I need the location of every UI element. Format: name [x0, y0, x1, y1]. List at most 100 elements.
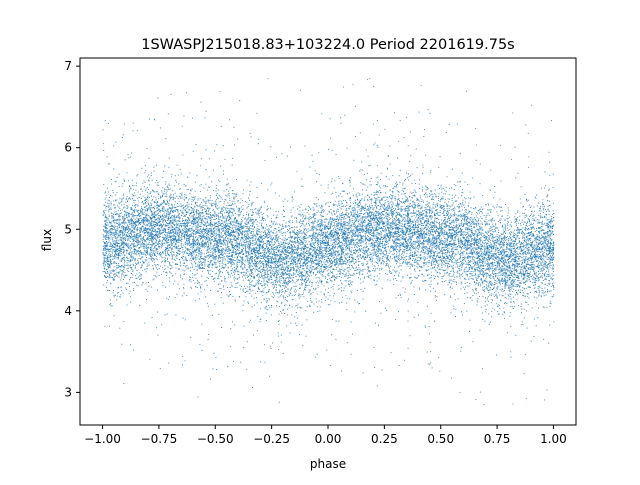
data-point — [156, 207, 158, 209]
data-point — [266, 297, 268, 299]
data-point — [230, 260, 232, 262]
data-point — [183, 183, 185, 185]
data-point — [307, 230, 309, 232]
data-point — [425, 248, 427, 250]
data-point — [533, 277, 535, 279]
data-point — [234, 144, 236, 146]
data-point — [297, 271, 299, 273]
data-point — [516, 286, 518, 287]
data-point — [134, 210, 136, 212]
data-point — [164, 314, 166, 316]
data-point — [384, 228, 386, 230]
data-point — [116, 234, 117, 236]
data-point — [470, 243, 472, 244]
data-point — [306, 212, 308, 214]
data-point — [515, 264, 517, 266]
data-point — [191, 208, 193, 209]
data-point — [320, 251, 322, 253]
data-point — [384, 235, 386, 237]
data-point — [525, 284, 526, 286]
data-point — [349, 282, 351, 284]
data-point — [551, 273, 553, 275]
data-point — [467, 263, 469, 265]
data-point — [191, 267, 193, 269]
data-point — [460, 265, 462, 267]
data-point — [342, 227, 343, 229]
data-point — [528, 259, 530, 261]
data-point — [272, 297, 274, 298]
data-point — [521, 219, 523, 221]
data-point — [374, 202, 376, 203]
data-point — [409, 252, 411, 254]
data-point — [340, 248, 342, 249]
data-point — [152, 236, 154, 238]
data-point — [203, 201, 205, 203]
data-point — [299, 247, 301, 249]
data-point — [454, 200, 456, 202]
data-point — [251, 261, 253, 263]
data-point — [484, 249, 486, 251]
data-point — [260, 236, 262, 238]
data-point — [509, 295, 511, 297]
data-point — [465, 219, 467, 221]
data-point — [276, 300, 278, 302]
data-point — [346, 202, 348, 204]
data-point — [281, 225, 283, 227]
data-point — [338, 259, 340, 261]
data-point — [168, 277, 170, 279]
data-point — [175, 267, 177, 269]
data-point — [548, 188, 550, 190]
data-point — [307, 257, 308, 259]
data-point — [493, 286, 495, 288]
data-point — [220, 240, 222, 242]
data-point — [428, 326, 430, 327]
data-point — [233, 252, 235, 254]
data-point — [195, 265, 197, 267]
data-point — [225, 278, 227, 280]
data-point — [452, 273, 454, 275]
data-point — [531, 246, 533, 248]
data-point — [487, 274, 489, 276]
data-point — [273, 236, 275, 238]
data-point — [153, 259, 155, 261]
data-point — [242, 304, 244, 306]
data-point — [322, 234, 324, 236]
data-point — [244, 245, 246, 247]
data-point — [479, 271, 481, 273]
data-point — [185, 208, 187, 209]
data-point — [495, 224, 497, 226]
data-point — [409, 233, 411, 235]
data-point — [326, 245, 328, 247]
data-point — [220, 250, 222, 252]
data-point — [253, 284, 255, 286]
data-point — [282, 258, 284, 260]
data-point — [440, 259, 442, 261]
data-point — [312, 243, 314, 245]
data-point — [400, 241, 402, 243]
data-point — [488, 246, 490, 248]
data-point — [347, 215, 349, 217]
data-point — [505, 259, 506, 261]
data-point — [360, 244, 362, 246]
data-point — [301, 246, 303, 248]
data-point — [392, 223, 394, 225]
data-point — [204, 207, 206, 209]
data-point — [163, 242, 165, 244]
data-point — [319, 306, 321, 308]
data-point — [282, 259, 284, 261]
data-point — [377, 205, 379, 207]
data-point — [332, 228, 334, 230]
data-point — [424, 256, 426, 258]
data-point — [157, 253, 159, 255]
data-point — [509, 248, 511, 250]
data-point — [345, 236, 347, 238]
data-point — [499, 206, 501, 208]
data-point — [545, 243, 547, 245]
data-point — [241, 233, 243, 235]
data-point — [285, 273, 287, 275]
data-point — [354, 273, 356, 275]
data-point — [465, 198, 467, 200]
data-point — [323, 270, 324, 272]
data-point — [362, 255, 364, 257]
